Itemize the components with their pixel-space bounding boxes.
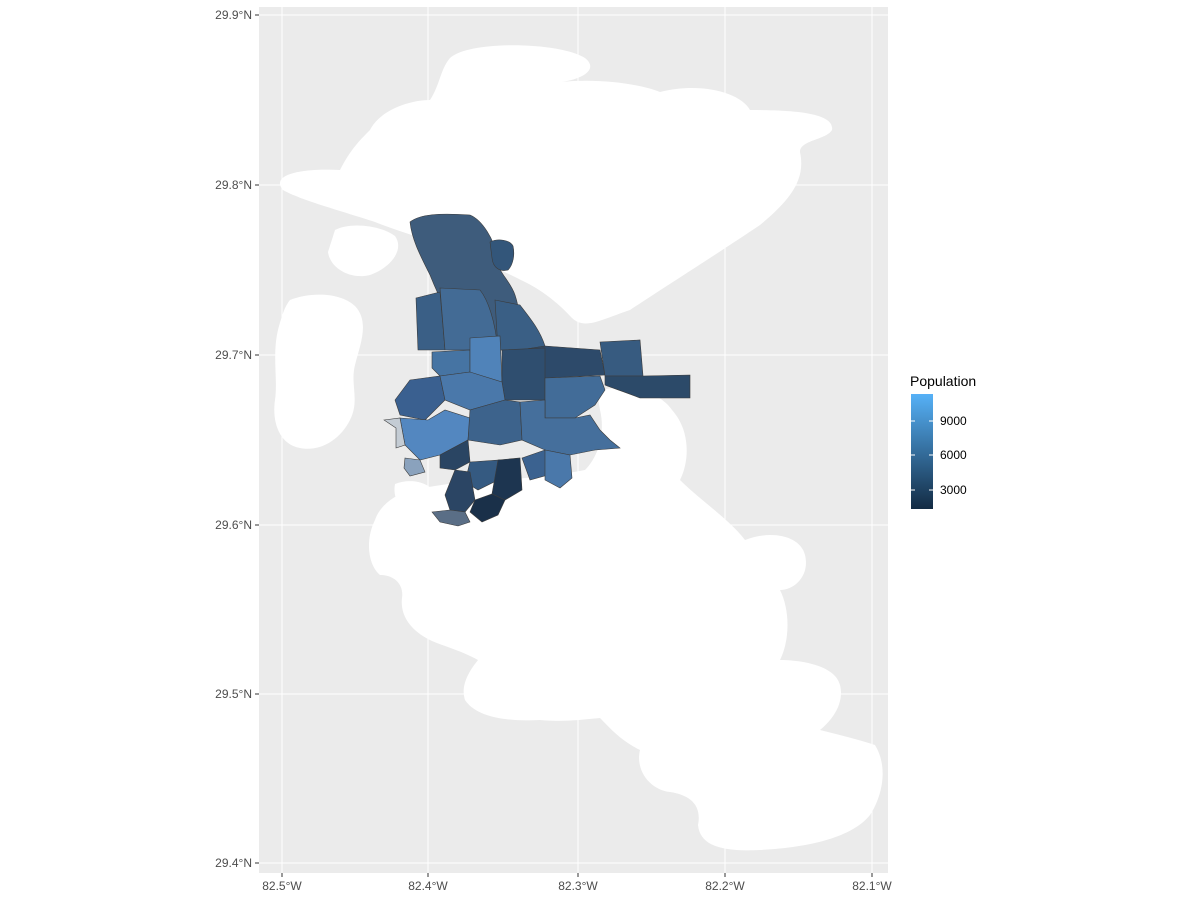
x-axis-labels: 82.5°W 82.4°W 82.3°W 82.2°W 82.1°W: [262, 879, 892, 893]
tract: [439, 439, 471, 471]
legend-ticks: [911, 420, 933, 491]
tract: [489, 239, 515, 271]
axis-ticks: [255, 14, 873, 877]
tract: [604, 374, 691, 399]
y-tick-label: 29.7°N: [215, 348, 252, 362]
legend: Population 9000 6000 3000: [910, 373, 976, 509]
tract: [491, 457, 523, 501]
legend-tick-label: 6000: [940, 448, 967, 462]
y-tick-label: 29.4°N: [215, 856, 252, 870]
tract: [431, 509, 471, 527]
tract: [501, 347, 546, 401]
legend-tick-label: 3000: [940, 483, 967, 497]
legend-tick-label: 9000: [940, 414, 967, 428]
x-tick-label: 82.5°W: [262, 879, 302, 893]
y-axis-labels: 29.9°N 29.8°N 29.7°N 29.6°N 29.5°N 29.4°…: [215, 8, 252, 870]
legend-colorbar: [911, 394, 933, 509]
tract: [431, 349, 471, 377]
census-tracts: [383, 213, 691, 527]
tract: [544, 449, 573, 489]
y-tick-label: 29.5°N: [215, 687, 252, 701]
tract: [469, 493, 506, 523]
x-tick-label: 82.2°W: [705, 879, 745, 893]
y-tick-label: 29.8°N: [215, 178, 252, 192]
x-tick-label: 82.1°W: [852, 879, 892, 893]
x-tick-label: 82.4°W: [408, 879, 448, 893]
tract: [383, 417, 406, 449]
legend-title: Population: [910, 373, 976, 389]
y-tick-label: 29.6°N: [215, 518, 252, 532]
y-tick-label: 29.9°N: [215, 8, 252, 22]
x-tick-label: 82.3°W: [558, 879, 598, 893]
tract: [403, 457, 426, 477]
tract: [599, 339, 644, 377]
tract: [415, 291, 446, 351]
